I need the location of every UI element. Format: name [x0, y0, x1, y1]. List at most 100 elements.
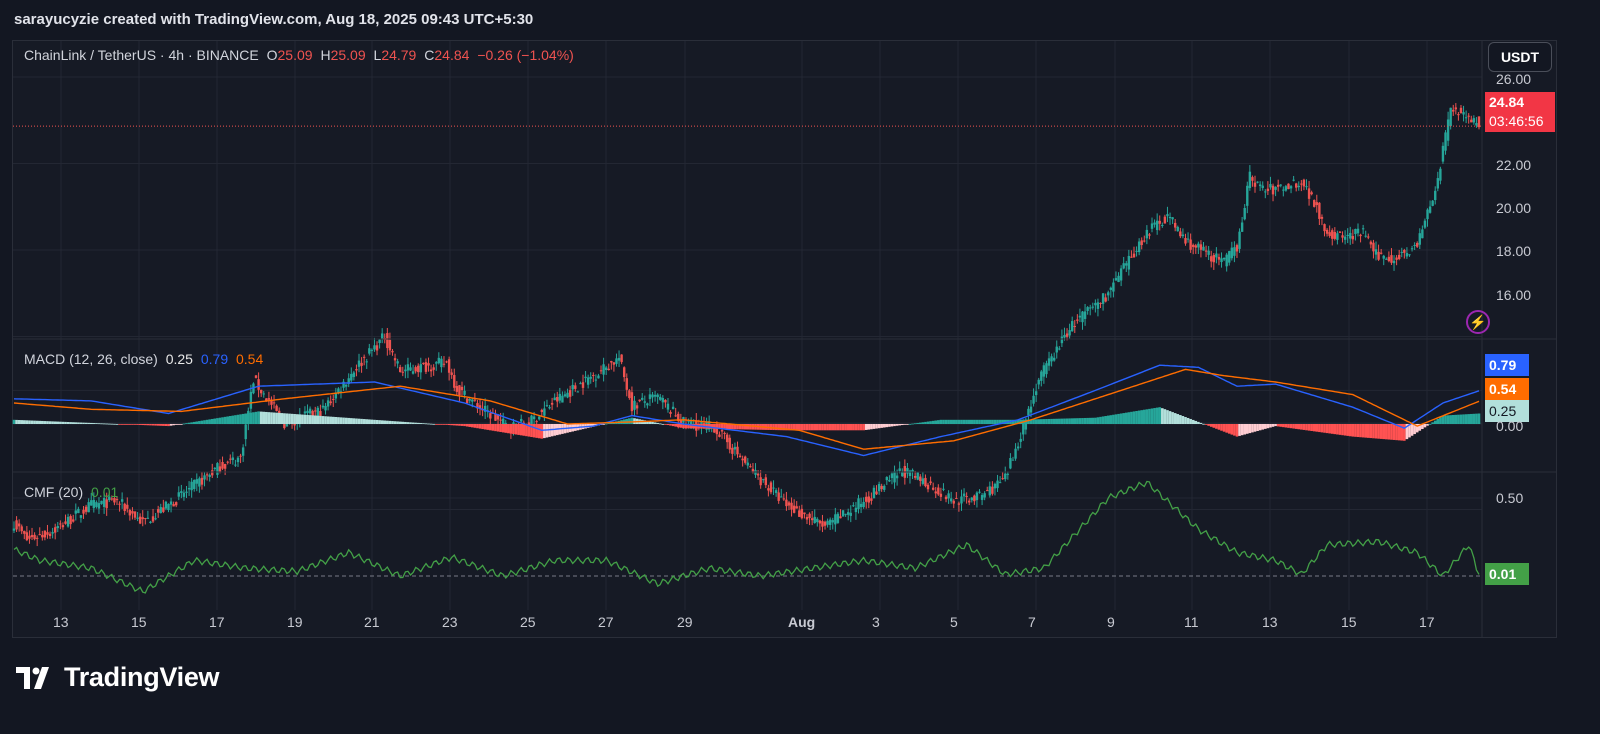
macd-histogram-bar: [1127, 412, 1131, 424]
macd-histogram-bar: [1469, 413, 1473, 424]
macd-histogram-bar: [890, 424, 894, 427]
candle-body: [1016, 446, 1020, 449]
candle-body: [1125, 263, 1128, 266]
macd-histogram-bar: [1477, 413, 1481, 424]
candle-body: [769, 482, 773, 493]
candle-body: [852, 505, 855, 507]
macd-histogram-bar: [244, 413, 248, 424]
candle-body: [1148, 234, 1151, 236]
candle-body: [764, 477, 768, 486]
macd-histogram-bar: [944, 419, 948, 424]
macd-histogram-bar: [15, 419, 18, 424]
candle-body: [275, 405, 278, 411]
candle-body: [141, 517, 144, 520]
candle-body: [921, 478, 925, 484]
candle-body: [1014, 448, 1017, 459]
candle-body: [262, 393, 265, 395]
macd-histogram-bar: [156, 424, 160, 426]
candle-body: [1374, 249, 1378, 255]
macd-histogram-bar: [849, 424, 853, 431]
candle-body: [744, 456, 747, 463]
currency-button[interactable]: USDT: [1488, 42, 1552, 72]
macd-histogram-bar: [1405, 424, 1409, 440]
macd-histogram-bar: [1191, 419, 1195, 424]
candle-body: [249, 391, 253, 409]
candle-body: [211, 470, 214, 476]
brand-name: TradingView: [64, 662, 220, 692]
macd-histogram-bar: [20, 420, 24, 424]
macd-histogram-bar: [445, 424, 448, 425]
macd-histogram-bar: [918, 422, 922, 424]
macd-histogram-bar: [787, 424, 791, 431]
candle-body: [749, 466, 752, 468]
candle-body: [628, 390, 631, 398]
candle-body: [308, 408, 312, 414]
macd-histogram-bar: [481, 424, 484, 430]
candle-body: [893, 471, 896, 483]
macd-histogram-bar: [1341, 424, 1344, 436]
candle-body: [661, 397, 665, 403]
low-value: 24.79: [381, 47, 417, 63]
macd-histogram-bar: [1047, 418, 1051, 424]
candle-body: [901, 471, 904, 477]
candle-body: [1387, 256, 1391, 262]
candle-body: [674, 415, 677, 417]
macd-histogram-bar: [687, 424, 690, 429]
macd-histogram-bar: [344, 417, 348, 424]
macd-histogram-bar: [903, 424, 907, 425]
candle-body: [558, 393, 562, 401]
candle-body: [468, 399, 471, 401]
candle-body: [736, 446, 739, 455]
macd-histogram-bar: [182, 423, 186, 425]
candle-body: [777, 492, 780, 501]
candle-body: [46, 532, 49, 535]
macd-histogram-bar: [1171, 412, 1174, 424]
macd-histogram-bar: [1320, 424, 1324, 433]
candle-body: [540, 409, 544, 413]
macd-histogram-bar: [658, 423, 662, 425]
macd-histogram-bar: [671, 424, 675, 427]
macd-histogram-bar: [1076, 418, 1079, 424]
macd-histogram-bar: [221, 417, 224, 424]
candle-body: [1271, 185, 1275, 195]
candle-body: [133, 511, 137, 518]
macd-histogram-bar: [537, 424, 541, 439]
macd-histogram-bar: [1220, 424, 1223, 431]
candle-body: [1006, 473, 1010, 475]
macd-histogram-bar: [1114, 414, 1118, 424]
candle-body: [1310, 192, 1313, 195]
candle-body: [1137, 241, 1141, 253]
open-label: O: [266, 47, 278, 63]
lightning-icon[interactable]: ⚡: [1466, 310, 1490, 334]
macd-histogram-bar: [648, 421, 652, 424]
candle-body: [120, 499, 124, 502]
candle-body: [205, 474, 209, 476]
macd-histogram-bar: [978, 419, 981, 424]
candle-body: [1390, 255, 1393, 263]
macd-histogram-bar: [669, 424, 672, 426]
candle-body: [319, 411, 322, 417]
price-tag-value: 24.84: [1489, 94, 1525, 110]
macd-histogram-bar: [666, 424, 670, 426]
candle-body: [1176, 226, 1179, 232]
candle-body: [399, 367, 402, 373]
macd-histogram-bar: [434, 424, 438, 425]
macd-histogram-bar: [205, 419, 209, 424]
macd-histogram-bar: [368, 419, 371, 424]
macd-histogram-bar: [790, 424, 793, 431]
macd-histogram-bar: [540, 424, 544, 439]
candle-body: [1248, 171, 1252, 189]
macd-histogram-bar: [1153, 408, 1156, 424]
macd-histogram-bar: [113, 423, 116, 425]
candle-body: [800, 508, 804, 519]
candle-body: [1171, 217, 1174, 220]
candle-body: [728, 437, 731, 450]
candle-body: [1181, 234, 1185, 237]
macd-histogram-bar: [548, 424, 551, 437]
candle-body: [1022, 421, 1025, 435]
candle-body: [1204, 250, 1208, 252]
macd-histogram-bar: [743, 424, 747, 430]
candle-body: [1163, 216, 1167, 224]
macd-histogram-bar: [1274, 424, 1277, 427]
